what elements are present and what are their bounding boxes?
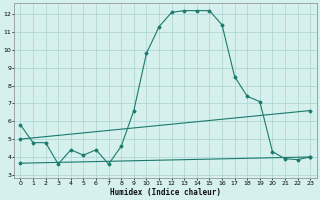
X-axis label: Humidex (Indice chaleur): Humidex (Indice chaleur) — [110, 188, 221, 197]
